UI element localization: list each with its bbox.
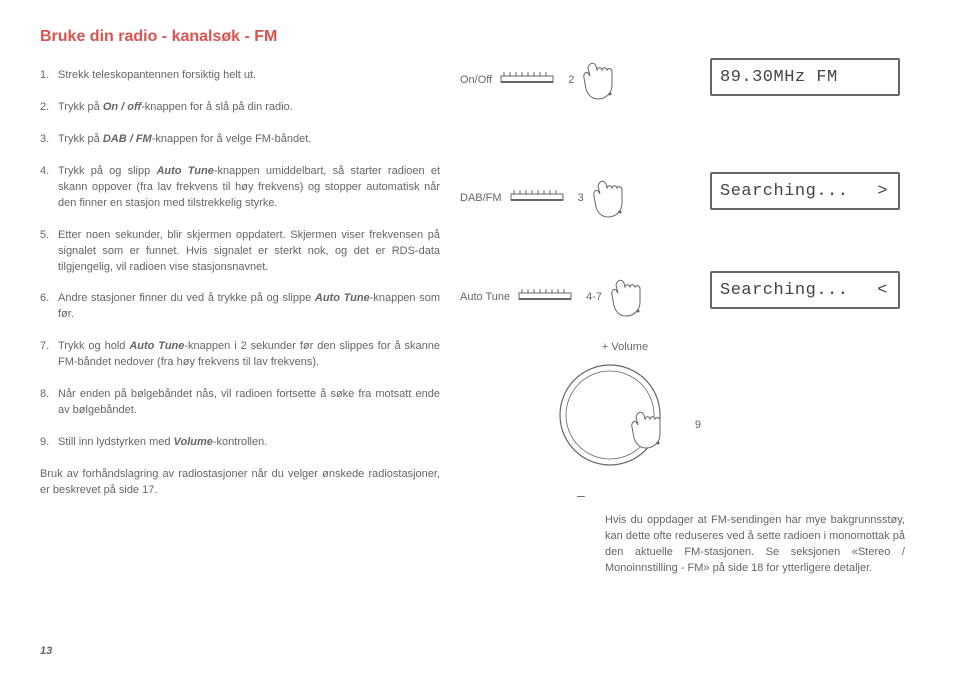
step-text: Trykk på On / off-knappen for å slå på d… xyxy=(58,100,440,116)
lcd-display-search-right: Searching...> xyxy=(710,172,900,210)
hand-icon xyxy=(610,275,652,319)
step-text: Etter noen sekunder, blir skjermen oppda… xyxy=(58,228,440,276)
step-text: Trykk og hold Auto Tune-knappen i 2 seku… xyxy=(58,339,440,371)
step-number: 5. xyxy=(40,228,58,276)
button-icon xyxy=(500,69,560,91)
step-ref-4-7: 4-7 xyxy=(586,291,602,303)
autotune-label: Auto Tune xyxy=(460,291,510,303)
step-ref-9: 9 xyxy=(695,419,701,431)
instruction-step: 5.Etter noen sekunder, blir skjermen opp… xyxy=(40,228,440,276)
step-number: 1. xyxy=(40,68,58,84)
hand-icon xyxy=(592,176,634,220)
volume-plus-label: + Volume xyxy=(555,341,695,353)
instructions-column: 1.Strekk teleskopantennen forsiktig helt… xyxy=(40,68,460,499)
instruction-step: 9.Still inn lydstyrken med Volume-kontro… xyxy=(40,435,440,451)
step-text: Når enden på bølgebåndet nås, vil radioe… xyxy=(58,387,440,419)
step-ref-2: 2 xyxy=(568,74,574,86)
button-icon xyxy=(510,187,570,209)
page-number: 13 xyxy=(40,645,52,657)
instruction-step: 2.Trykk på On / off-knappen for å slå på… xyxy=(40,100,440,116)
instruction-step: 7.Trykk og hold Auto Tune-knappen i 2 se… xyxy=(40,339,440,371)
step-number: 2. xyxy=(40,100,58,116)
step-text: Trykk på DAB / FM-knappen for å velge FM… xyxy=(58,132,440,148)
step-number: 6. xyxy=(40,291,58,323)
onoff-label: On/Off xyxy=(460,74,492,86)
button-icon xyxy=(518,286,578,308)
step-ref-3: 3 xyxy=(578,192,584,204)
instruction-step: 1.Strekk teleskopantennen forsiktig helt… xyxy=(40,68,440,84)
volume-dial-icon xyxy=(555,357,695,482)
page-title: Bruke din radio - kanalsøk - FM xyxy=(40,28,920,46)
step-text: Andre stasjoner finner du ved å trykke p… xyxy=(58,291,440,323)
lcd-display-search-left: Searching...< xyxy=(710,271,900,309)
instruction-step: 3.Trykk på DAB / FM-knappen for å velge … xyxy=(40,132,440,148)
mono-note: Hvis du oppdager at FM-sendingen har mye… xyxy=(605,513,905,577)
volume-minus-label: – xyxy=(577,487,695,503)
step-text: Trykk på og slipp Auto Tune-knappen umid… xyxy=(58,164,440,212)
illustration-column: On/Off 2 89.30MHz FM xyxy=(460,68,920,499)
step-number: 3. xyxy=(40,132,58,148)
step-number: 8. xyxy=(40,387,58,419)
step-number: 7. xyxy=(40,339,58,371)
preset-note: Bruk av forhåndslagring av radiostasjone… xyxy=(40,467,440,499)
instruction-step: 8.Når enden på bølgebåndet nås, vil radi… xyxy=(40,387,440,419)
step-number: 9. xyxy=(40,435,58,451)
hand-icon xyxy=(582,58,624,102)
lcd-display-freq: 89.30MHz FM xyxy=(710,58,900,96)
instruction-step: 6.Andre stasjoner finner du ved å trykke… xyxy=(40,291,440,323)
step-text: Still inn lydstyrken med Volume-kontroll… xyxy=(58,435,440,451)
step-text: Strekk teleskopantennen forsiktig helt u… xyxy=(58,68,440,84)
step-number: 4. xyxy=(40,164,58,212)
instruction-step: 4.Trykk på og slipp Auto Tune-knappen um… xyxy=(40,164,440,212)
dabfm-label: DAB/FM xyxy=(460,192,502,204)
